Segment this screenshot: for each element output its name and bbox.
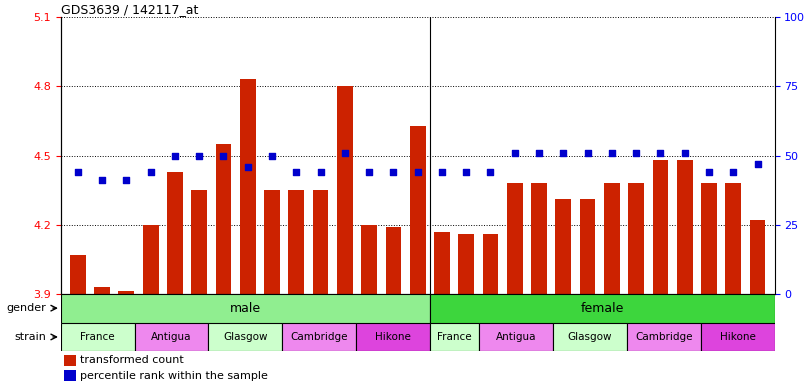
Point (460, 169, 473, 175)
Point (678, 150, 691, 156)
Bar (70, 255, 86, 294)
Text: female: female (581, 302, 624, 314)
Text: Glasgow: Glasgow (568, 332, 612, 342)
Bar (289, 190, 304, 294)
Bar (216, 144, 231, 294)
Point (290, 169, 303, 175)
Point (411, 169, 424, 175)
Text: Cambridge: Cambridge (635, 332, 693, 342)
Bar (118, 291, 135, 294)
Bar (264, 190, 280, 294)
Point (217, 152, 230, 159)
Bar (483, 234, 499, 294)
Bar (361, 225, 377, 294)
Bar (629, 183, 644, 294)
Bar (458, 234, 474, 294)
Bar (313, 190, 328, 294)
Bar (604, 183, 620, 294)
Bar (556, 199, 571, 294)
Bar (64, 355, 75, 366)
Text: strain: strain (15, 332, 46, 342)
FancyBboxPatch shape (627, 323, 701, 351)
Point (71, 169, 84, 175)
Text: France: France (437, 332, 472, 342)
Point (508, 150, 521, 156)
Text: GDS3639 / 142117_at: GDS3639 / 142117_at (61, 3, 198, 16)
Point (120, 177, 133, 184)
FancyBboxPatch shape (61, 323, 135, 351)
Bar (580, 199, 595, 294)
Bar (240, 79, 255, 294)
Bar (749, 220, 766, 294)
Point (484, 169, 497, 175)
Point (702, 169, 715, 175)
Point (629, 150, 642, 156)
Text: male: male (230, 302, 261, 314)
Bar (653, 160, 668, 294)
Bar (143, 225, 158, 294)
Bar (94, 287, 110, 294)
Point (96, 177, 109, 184)
Bar (531, 183, 547, 294)
FancyBboxPatch shape (282, 323, 356, 351)
FancyBboxPatch shape (430, 323, 479, 351)
FancyBboxPatch shape (553, 323, 627, 351)
Bar (725, 183, 741, 294)
FancyBboxPatch shape (135, 323, 208, 351)
Point (387, 169, 400, 175)
FancyBboxPatch shape (61, 294, 430, 323)
Point (654, 150, 667, 156)
Text: Hikone: Hikone (375, 332, 411, 342)
Point (605, 150, 618, 156)
Point (314, 169, 327, 175)
FancyBboxPatch shape (430, 294, 775, 323)
Text: gender: gender (6, 303, 46, 313)
Bar (677, 160, 693, 294)
FancyBboxPatch shape (701, 323, 775, 351)
Point (338, 150, 351, 156)
Point (581, 150, 594, 156)
Point (265, 152, 278, 159)
FancyBboxPatch shape (479, 323, 553, 351)
Bar (410, 126, 426, 294)
Point (193, 152, 206, 159)
Bar (167, 172, 182, 294)
Text: percentile rank within the sample: percentile rank within the sample (80, 371, 268, 381)
Bar (434, 232, 450, 294)
Text: France: France (80, 332, 115, 342)
Point (533, 150, 546, 156)
Bar (64, 370, 75, 381)
Text: Cambridge: Cambridge (290, 332, 348, 342)
Point (436, 169, 448, 175)
Text: Glasgow: Glasgow (223, 332, 268, 342)
Text: Antigua: Antigua (152, 332, 192, 342)
Bar (385, 227, 401, 294)
Text: Antigua: Antigua (496, 332, 536, 342)
Bar (337, 86, 353, 294)
FancyBboxPatch shape (356, 323, 430, 351)
Point (169, 152, 182, 159)
Point (144, 169, 157, 175)
FancyBboxPatch shape (208, 323, 282, 351)
Point (241, 164, 254, 170)
Point (727, 169, 740, 175)
Point (557, 150, 570, 156)
Text: Hikone: Hikone (719, 332, 756, 342)
Bar (507, 183, 522, 294)
Point (751, 161, 764, 167)
Bar (701, 183, 717, 294)
Point (363, 169, 375, 175)
Bar (191, 190, 207, 294)
Text: transformed count: transformed count (80, 356, 184, 366)
